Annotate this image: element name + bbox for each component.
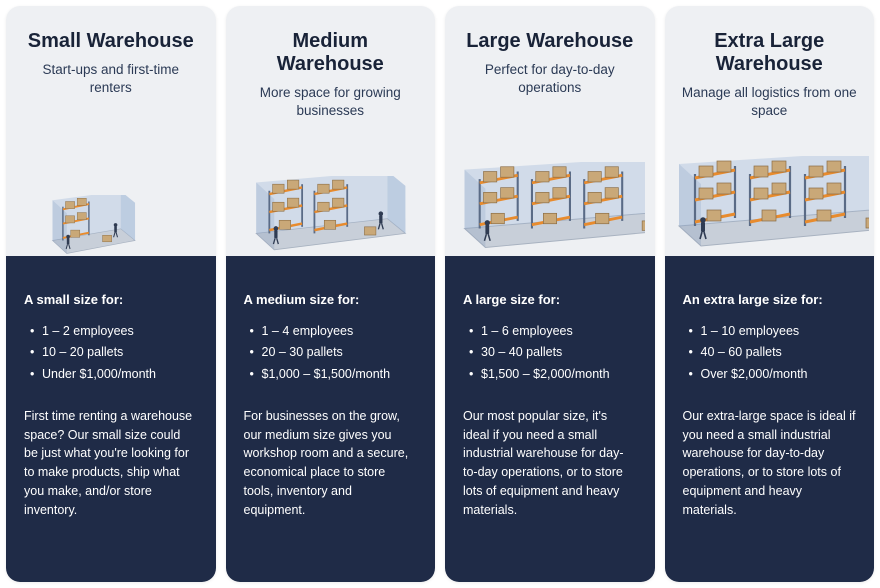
warehouse-illustration	[665, 156, 875, 266]
size-heading: A small size for:	[24, 292, 198, 307]
card-bottom: An extra large size for: 1 – 10 employee…	[665, 256, 875, 582]
card-medium: Medium Warehouse More space for growing …	[226, 6, 436, 582]
bullet-item: 40 – 60 pallets	[683, 342, 857, 363]
bullet-item: $1,000 – $1,500/month	[244, 364, 418, 385]
card-subtitle: Perfect for day-to-day operations	[459, 61, 641, 97]
bullet-item: Over $2,000/month	[683, 364, 857, 385]
bullet-list: 1 – 6 employees30 – 40 pallets$1,500 – $…	[463, 321, 637, 385]
card-description: First time renting a warehouse space? Ou…	[24, 407, 198, 520]
card-top: Extra Large Warehouse Manage all logisti…	[665, 6, 875, 256]
card-subtitle: More space for growing businesses	[240, 84, 422, 120]
card-xlarge: Extra Large Warehouse Manage all logisti…	[665, 6, 875, 582]
card-description: Our extra-large space is ideal if you ne…	[683, 407, 857, 520]
card-top: Large Warehouse Perfect for day-to-day o…	[445, 6, 655, 256]
bullet-item: 1 – 2 employees	[24, 321, 198, 342]
card-title: Extra Large Warehouse	[679, 30, 861, 76]
card-small: Small Warehouse Start-ups and first-time…	[6, 6, 216, 582]
size-heading: A large size for:	[463, 292, 637, 307]
card-subtitle: Manage all logistics from one space	[679, 84, 861, 120]
bullet-item: 10 – 20 pallets	[24, 342, 198, 363]
size-heading: A medium size for:	[244, 292, 418, 307]
warehouse-illustration	[445, 162, 655, 267]
card-title: Large Warehouse	[466, 30, 633, 53]
card-subtitle: Start-ups and first-time renters	[20, 61, 202, 97]
card-title: Small Warehouse	[28, 30, 194, 53]
bullet-list: 1 – 10 employees40 – 60 palletsOver $2,0…	[683, 321, 857, 385]
bullet-item: 1 – 6 employees	[463, 321, 637, 342]
bullet-item: 30 – 40 pallets	[463, 342, 637, 363]
card-description: Our most popular size, it's ideal if you…	[463, 407, 637, 520]
warehouse-illustration	[226, 176, 436, 266]
size-heading: An extra large size for:	[683, 292, 857, 307]
bullet-item: 1 – 10 employees	[683, 321, 857, 342]
bullet-item: $1,500 – $2,000/month	[463, 364, 637, 385]
card-description: For businesses on the grow, our medium s…	[244, 407, 418, 520]
bullet-item: 20 – 30 pallets	[244, 342, 418, 363]
card-title: Medium Warehouse	[240, 30, 422, 76]
card-large: Large Warehouse Perfect for day-to-day o…	[445, 6, 655, 582]
bullet-list: 1 – 2 employees10 – 20 palletsUnder $1,0…	[24, 321, 198, 385]
card-top: Small Warehouse Start-ups and first-time…	[6, 6, 216, 256]
bullet-item: Under $1,000/month	[24, 364, 198, 385]
warehouse-illustration	[6, 195, 216, 267]
card-bottom: A small size for: 1 – 2 employees10 – 20…	[6, 256, 216, 582]
bullet-item: 1 – 4 employees	[244, 321, 418, 342]
bullet-list: 1 – 4 employees20 – 30 pallets$1,000 – $…	[244, 321, 418, 385]
card-top: Medium Warehouse More space for growing …	[226, 6, 436, 256]
card-bottom: A medium size for: 1 – 4 employees20 – 3…	[226, 256, 436, 582]
card-bottom: A large size for: 1 – 6 employees30 – 40…	[445, 256, 655, 582]
